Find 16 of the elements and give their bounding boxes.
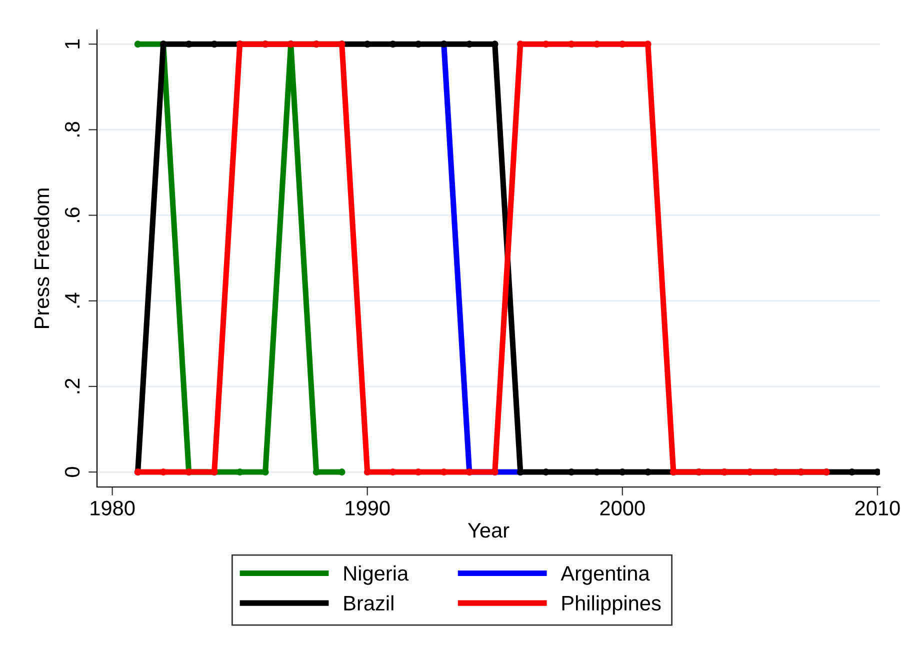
y-tick-label: .6 bbox=[64, 208, 80, 222]
y-tick-label: 1 bbox=[65, 39, 80, 48]
x-tick-label: 1980 bbox=[90, 500, 135, 516]
legend-label: Argentina bbox=[560, 565, 650, 585]
x-tick-label: 2010 bbox=[855, 500, 900, 516]
legend-label: Philippines bbox=[562, 595, 661, 615]
y-tick-label: .4 bbox=[65, 292, 80, 308]
y-axis-title: Press Freedom bbox=[34, 188, 50, 328]
y-tick-label: 0 bbox=[64, 467, 80, 477]
legend-label: Nigeria bbox=[344, 565, 409, 585]
y-tick-label: .8 bbox=[64, 122, 80, 136]
x-tick-label: 2000 bbox=[600, 500, 645, 516]
x-tick-label: 1990 bbox=[346, 500, 390, 516]
legend-label: Brazil bbox=[344, 595, 394, 611]
x-axis-title: Year bbox=[468, 523, 510, 538]
y-tick-label: .2 bbox=[64, 378, 80, 394]
